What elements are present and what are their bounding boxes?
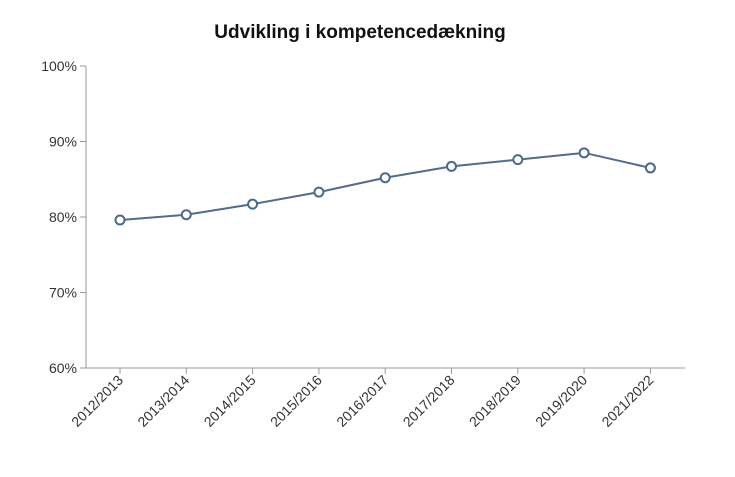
x-tick-label: 2013/2014 <box>134 372 192 430</box>
data-point <box>114 214 126 226</box>
data-point <box>247 198 259 210</box>
series-line <box>119 151 651 222</box>
data-point <box>512 154 524 166</box>
y-axis: 60% 70% 80% 90% 100% <box>41 58 87 376</box>
x-tick-label: 2012/2013 <box>68 372 126 430</box>
x-tick-label: 2015/2016 <box>267 372 325 430</box>
x-tick-label: 2019/2020 <box>532 372 590 430</box>
y-tick-label: 70% <box>49 285 77 301</box>
x-tick-label: 2014/2015 <box>201 372 259 430</box>
y-tick-label: 90% <box>49 134 77 150</box>
series-layer <box>114 147 656 226</box>
y-tick-label: 100% <box>41 58 77 74</box>
data-point <box>313 186 325 198</box>
data-point <box>180 209 192 221</box>
y-tick-label: 60% <box>49 360 77 376</box>
x-axis: 2012/2013 2013/2014 2014/2015 2015/2016 2016… <box>68 367 685 430</box>
data-point <box>644 162 656 174</box>
x-tick-label: 2017/2018 <box>400 372 458 430</box>
data-point <box>446 160 457 172</box>
y-tick-label: 80% <box>49 209 77 225</box>
x-tick-label: 2021/2022 <box>598 372 656 430</box>
chart-title: Udvikling i kompetencedækning <box>214 22 505 43</box>
x-tick-label: 2016/2017 <box>333 372 391 430</box>
x-tick-label: 2018/2019 <box>466 372 524 430</box>
data-point <box>379 172 391 184</box>
data-point <box>578 147 590 159</box>
